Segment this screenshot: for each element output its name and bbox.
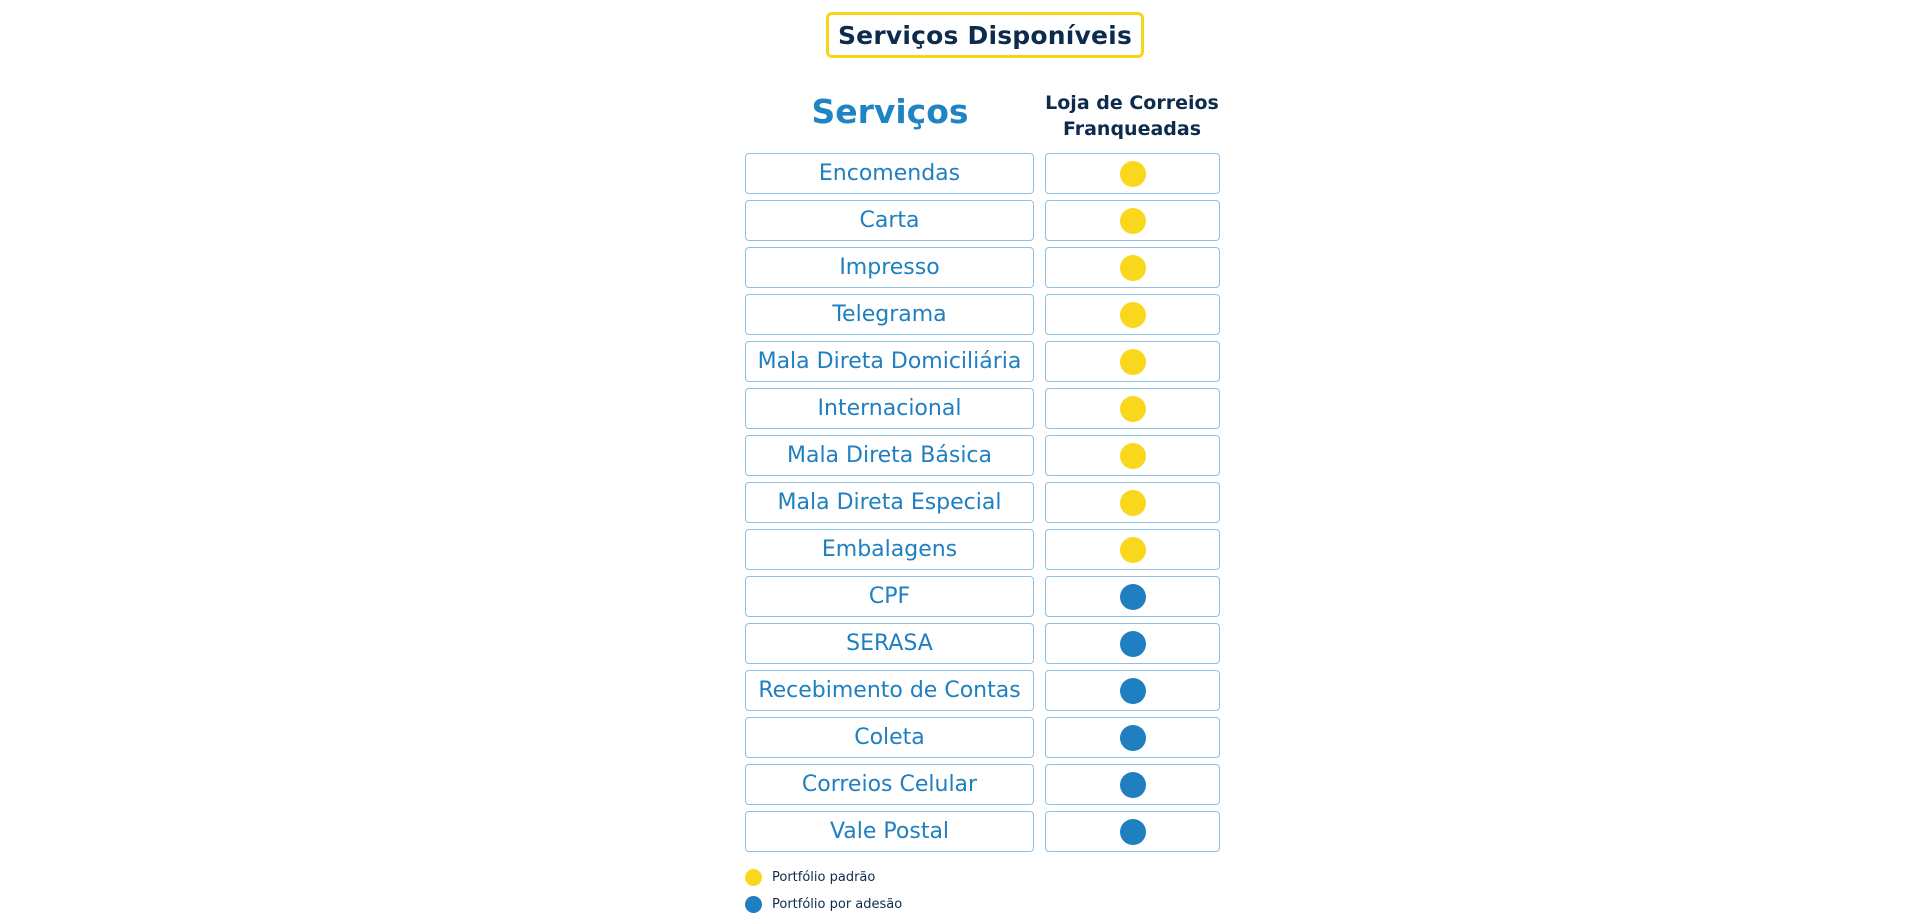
yellow-dot-icon bbox=[1119, 348, 1146, 375]
service-name-cell: Internacional bbox=[745, 388, 1034, 429]
blue-dot-icon bbox=[1119, 583, 1146, 610]
availability-cell bbox=[1045, 529, 1220, 570]
legend: Portfólio padrão Portfólio por adesão bbox=[745, 864, 902, 918]
franchise-header-line-1: Loja de Correios bbox=[1045, 92, 1219, 114]
table-row: Telegrama bbox=[745, 294, 1220, 341]
table-row: Encomendas bbox=[745, 153, 1220, 200]
service-name-cell: Mala Direta Básica bbox=[745, 435, 1034, 476]
yellow-dot-icon bbox=[1119, 254, 1146, 281]
legend-label: Portfólio por adesão bbox=[772, 897, 903, 912]
legend-item: Portfólio por adesão bbox=[745, 891, 902, 918]
table-row: Embalagens bbox=[745, 529, 1220, 576]
availability-cell bbox=[1045, 717, 1220, 758]
availability-cell bbox=[1045, 623, 1220, 664]
availability-cell bbox=[1045, 341, 1220, 382]
yellow-dot-icon bbox=[1119, 489, 1146, 516]
service-name-cell: Coleta bbox=[745, 717, 1034, 758]
yellow-dot-icon bbox=[1119, 207, 1146, 234]
table-row: Recebimento de Contas bbox=[745, 670, 1220, 717]
service-name-cell: Mala Direta Domiciliária bbox=[745, 341, 1034, 382]
service-name-cell: SERASA bbox=[745, 623, 1034, 664]
legend-item: Portfólio padrão bbox=[745, 864, 902, 891]
blue-dot-icon bbox=[1119, 724, 1146, 751]
table-row: Carta bbox=[745, 200, 1220, 247]
service-name-cell: Recebimento de Contas bbox=[745, 670, 1034, 711]
service-name-cell: Vale Postal bbox=[745, 811, 1034, 852]
blue-dot-icon bbox=[1119, 630, 1146, 657]
blue-dot-icon bbox=[1119, 818, 1146, 845]
page-title: Serviços Disponíveis bbox=[826, 12, 1144, 58]
availability-cell bbox=[1045, 482, 1220, 523]
service-name-cell: Embalagens bbox=[745, 529, 1034, 570]
service-name-cell: Encomendas bbox=[745, 153, 1034, 194]
table-row: Impresso bbox=[745, 247, 1220, 294]
yellow-dot-icon bbox=[1119, 442, 1146, 469]
yellow-dot-icon bbox=[1119, 395, 1146, 422]
availability-cell bbox=[1045, 576, 1220, 617]
yellow-dot-icon bbox=[745, 869, 762, 886]
legend-label: Portfólio padrão bbox=[772, 870, 876, 885]
services-table: Encomendas Carta Impresso Telegrama Mala Dir… bbox=[745, 153, 1220, 858]
availability-cell bbox=[1045, 388, 1220, 429]
table-row: Mala Direta Básica bbox=[745, 435, 1220, 482]
availability-cell bbox=[1045, 247, 1220, 288]
yellow-dot-icon bbox=[1119, 160, 1146, 187]
service-name-cell: Mala Direta Especial bbox=[745, 482, 1034, 523]
services-column-header: Serviços bbox=[811, 92, 969, 131]
service-name-cell: Telegrama bbox=[745, 294, 1034, 335]
franchise-column-header: Loja de Correios Franqueadas bbox=[1044, 90, 1220, 142]
franchise-header-line-2: Franqueadas bbox=[1062, 118, 1202, 140]
service-name-cell: CPF bbox=[745, 576, 1034, 617]
table-row: Mala Direta Especial bbox=[745, 482, 1220, 529]
table-row: Correios Celular bbox=[745, 764, 1220, 811]
availability-cell bbox=[1045, 764, 1220, 805]
yellow-dot-icon bbox=[1119, 536, 1146, 563]
service-name-cell: Correios Celular bbox=[745, 764, 1034, 805]
availability-cell bbox=[1045, 200, 1220, 241]
table-row: Coleta bbox=[745, 717, 1220, 764]
blue-dot-icon bbox=[745, 896, 762, 913]
blue-dot-icon bbox=[1119, 771, 1146, 798]
service-name-cell: Carta bbox=[745, 200, 1034, 241]
availability-cell bbox=[1045, 153, 1220, 194]
availability-cell bbox=[1045, 294, 1220, 335]
availability-cell bbox=[1045, 670, 1220, 711]
availability-cell bbox=[1045, 811, 1220, 852]
availability-cell bbox=[1045, 435, 1220, 476]
table-row: SERASA bbox=[745, 623, 1220, 670]
page-title-text: Serviços Disponíveis bbox=[837, 20, 1133, 50]
table-row: Internacional bbox=[745, 388, 1220, 435]
yellow-dot-icon bbox=[1119, 301, 1146, 328]
table-row: CPF bbox=[745, 576, 1220, 623]
table-row: Vale Postal bbox=[745, 811, 1220, 858]
table-row: Mala Direta Domiciliária bbox=[745, 341, 1220, 388]
service-name-cell: Impresso bbox=[745, 247, 1034, 288]
blue-dot-icon bbox=[1119, 677, 1146, 704]
